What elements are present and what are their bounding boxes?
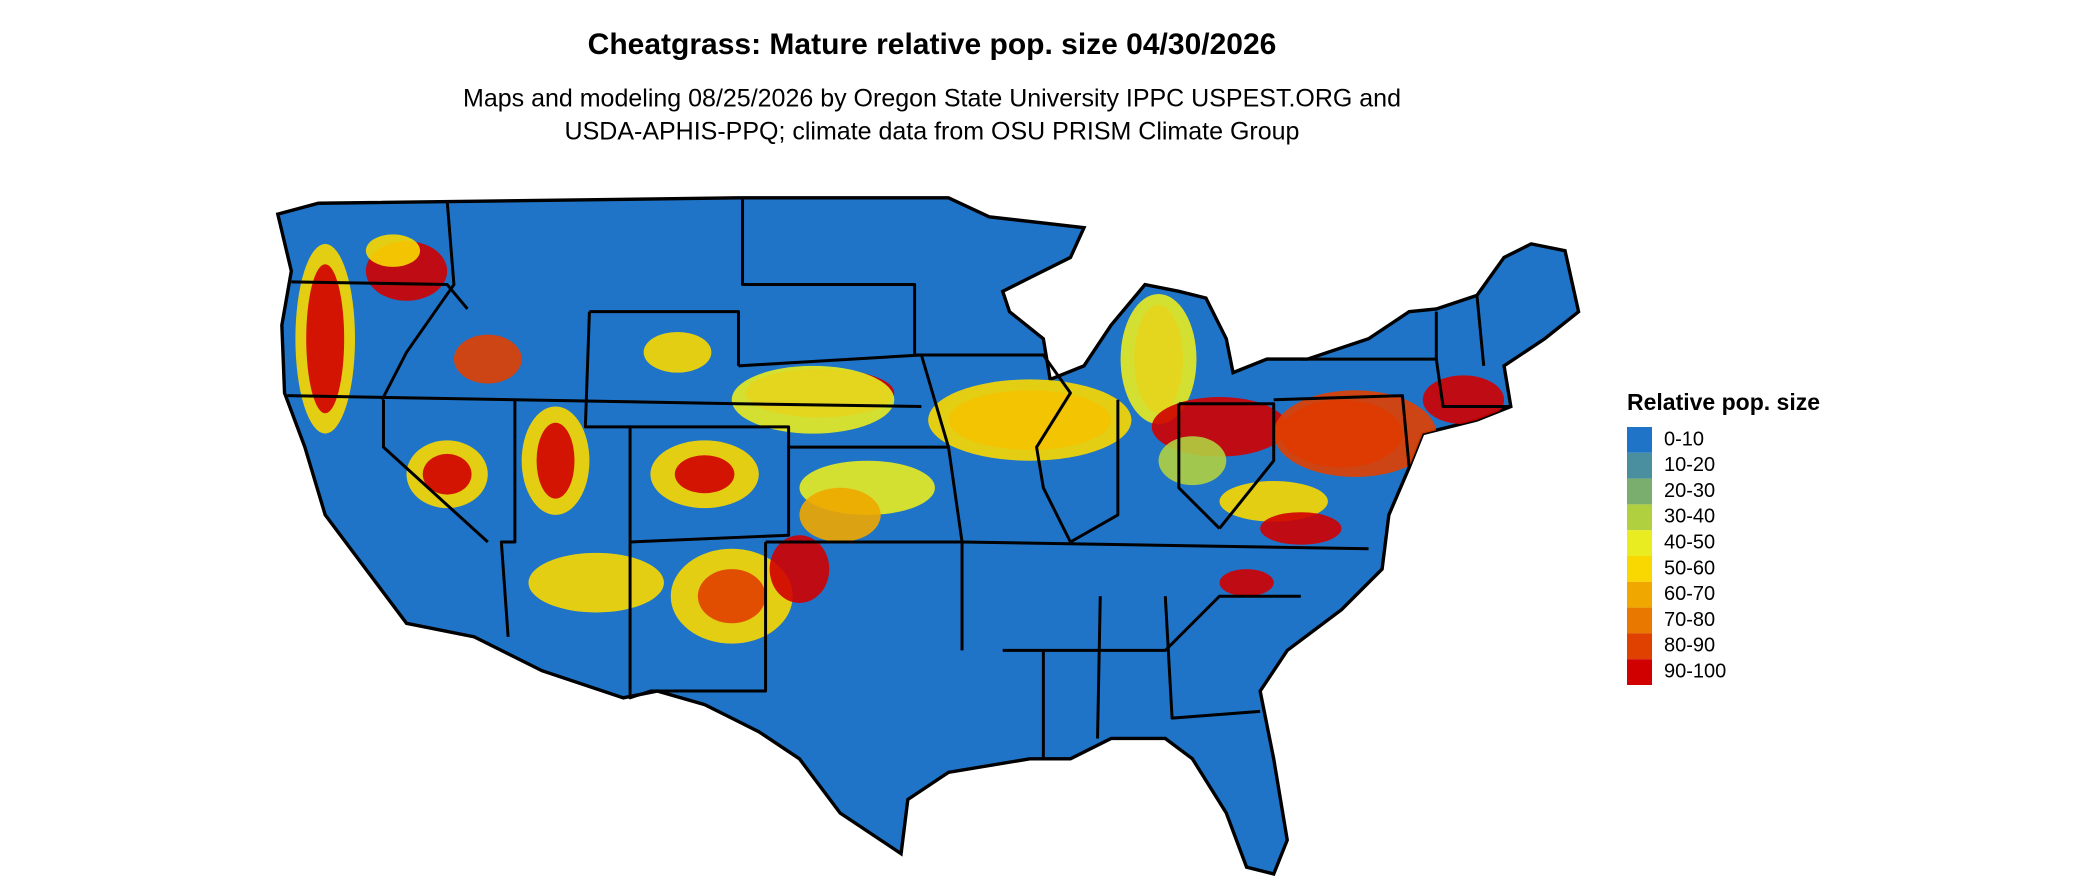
legend-label: 70-80: [1664, 609, 1715, 631]
legend-swatch: [1627, 556, 1652, 582]
risk-area: [365, 234, 421, 267]
risk-area: [1120, 294, 1197, 425]
risk-area: [731, 365, 895, 434]
risk-area: [799, 487, 881, 542]
risk-area: [643, 331, 712, 373]
risk-area: [697, 569, 766, 624]
risk-area: [528, 552, 664, 613]
legend-swatch: [1627, 581, 1652, 608]
legend-label: 0-10: [1664, 428, 1704, 450]
legend-swatch: [1627, 607, 1652, 634]
risk-area: [1219, 481, 1328, 522]
legend-swatch: [1627, 427, 1652, 453]
legend-swatch: [1627, 659, 1652, 685]
legend-label: 20-30: [1664, 480, 1715, 502]
risk-area: [674, 455, 735, 494]
legend-swatch: [1627, 633, 1652, 660]
state-borders: [287, 197, 1511, 759]
map-subtitle: Maps and modeling 08/25/2026 by Oregon S…: [463, 85, 1401, 113]
legend-label: 90-100: [1664, 660, 1726, 682]
risk-area: [1219, 569, 1274, 597]
us-map: [275, 196, 1581, 876]
legend-title: Relative pop. size: [1627, 389, 1820, 415]
legend-label: 30-40: [1664, 506, 1715, 528]
map-subtitle: USDA-APHIS-PPQ; climate data from OSU PR…: [565, 118, 1300, 146]
risk-area: [928, 379, 1132, 461]
legend-swatch: [1627, 530, 1652, 556]
legend: 0-10 10-20 20-30 30-40 40-50 50-60 60-70 70-80 8…: [1627, 427, 1726, 685]
risk-area: [1158, 436, 1227, 486]
legend-label: 80-90: [1664, 635, 1715, 657]
legend-swatch: [1627, 504, 1652, 531]
legend-label: 50-60: [1664, 557, 1715, 579]
country-shape: [275, 196, 1581, 876]
legend-label: 10-20: [1664, 454, 1715, 476]
risk-area: [453, 334, 522, 384]
risk-area: [1273, 390, 1437, 477]
legend-label: 60-70: [1664, 583, 1715, 605]
risk-area: [769, 535, 830, 603]
legend-label: 40-50: [1664, 531, 1715, 553]
risk-area: [1422, 375, 1505, 425]
map-title: Cheatgrass: Mature relative pop. size 04…: [588, 28, 1277, 61]
risk-area: [422, 453, 472, 495]
legend-swatch: [1627, 478, 1652, 505]
risk-area: [536, 422, 575, 499]
risk-area: [1260, 512, 1342, 545]
risk-area: [1040, 294, 1101, 343]
legend-swatch: [1627, 452, 1652, 479]
risk-area: [306, 264, 345, 414]
